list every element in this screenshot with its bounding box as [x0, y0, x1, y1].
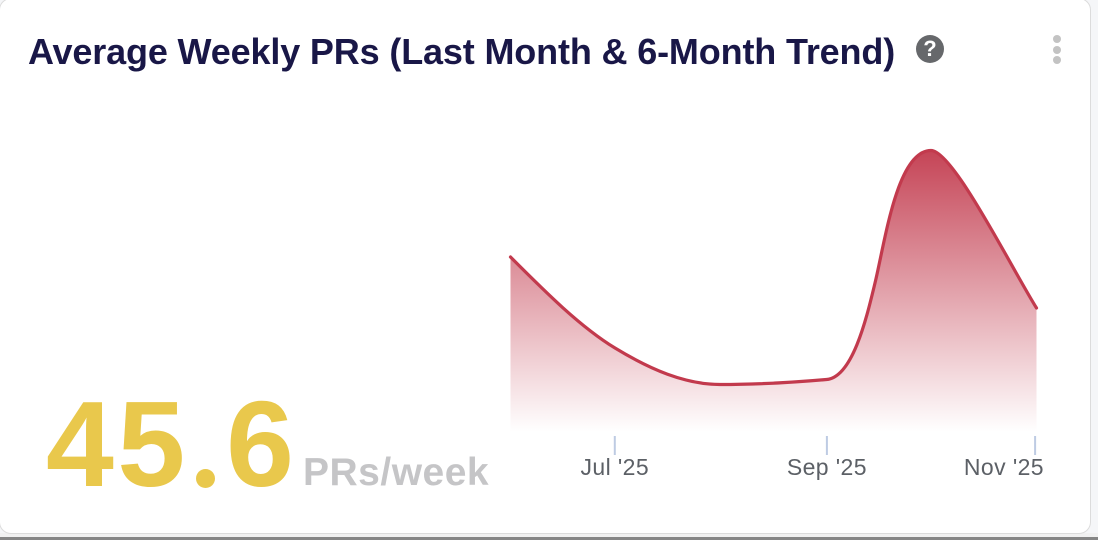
svg-text:Jul '25: Jul '25 [581, 454, 650, 480]
svg-text:Sep '25: Sep '25 [787, 454, 867, 480]
svg-text:Nov '25: Nov '25 [964, 454, 1044, 480]
